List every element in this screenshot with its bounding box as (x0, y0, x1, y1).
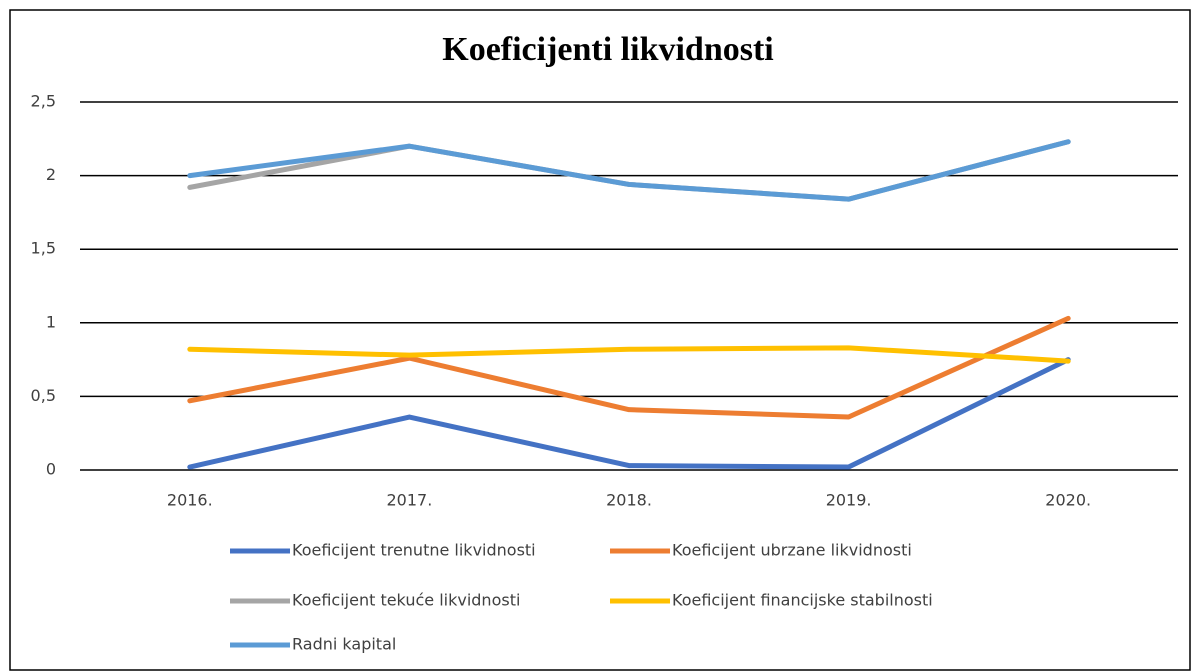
legend-label: Koeficijent financijske stabilnosti (672, 591, 933, 610)
chart-title: Koeficijenti likvidnosti (442, 31, 774, 68)
x-tick-label: 2019. (826, 491, 872, 510)
legend-label: Koeficijent tekuće likvidnosti (292, 591, 520, 610)
legend-label: Koeficijent ubrzane likvidnosti (672, 541, 912, 560)
y-tick-label: 0,5 (31, 386, 56, 405)
x-tick-label: 2018. (606, 491, 652, 510)
x-tick-label: 2020. (1045, 491, 1091, 510)
series-line (187, 139, 1071, 202)
series-line (187, 345, 1071, 364)
legend-label: Koeficijent trenutne likvidnosti (292, 541, 536, 560)
y-tick-label: 2 (46, 165, 56, 184)
x-tick-label: 2017. (386, 491, 432, 510)
x-tick-label: 2016. (167, 491, 213, 510)
chart-frame (9, 9, 1191, 671)
y-tick-label: 1 (46, 312, 56, 331)
y-tick-label: 2,5 (31, 92, 56, 111)
legend-label: Radni kapital (292, 635, 396, 654)
y-tick-label: 0 (46, 460, 56, 479)
series-line (187, 315, 1071, 420)
series-line (187, 357, 1071, 470)
y-tick-label: 1,5 (31, 239, 56, 258)
